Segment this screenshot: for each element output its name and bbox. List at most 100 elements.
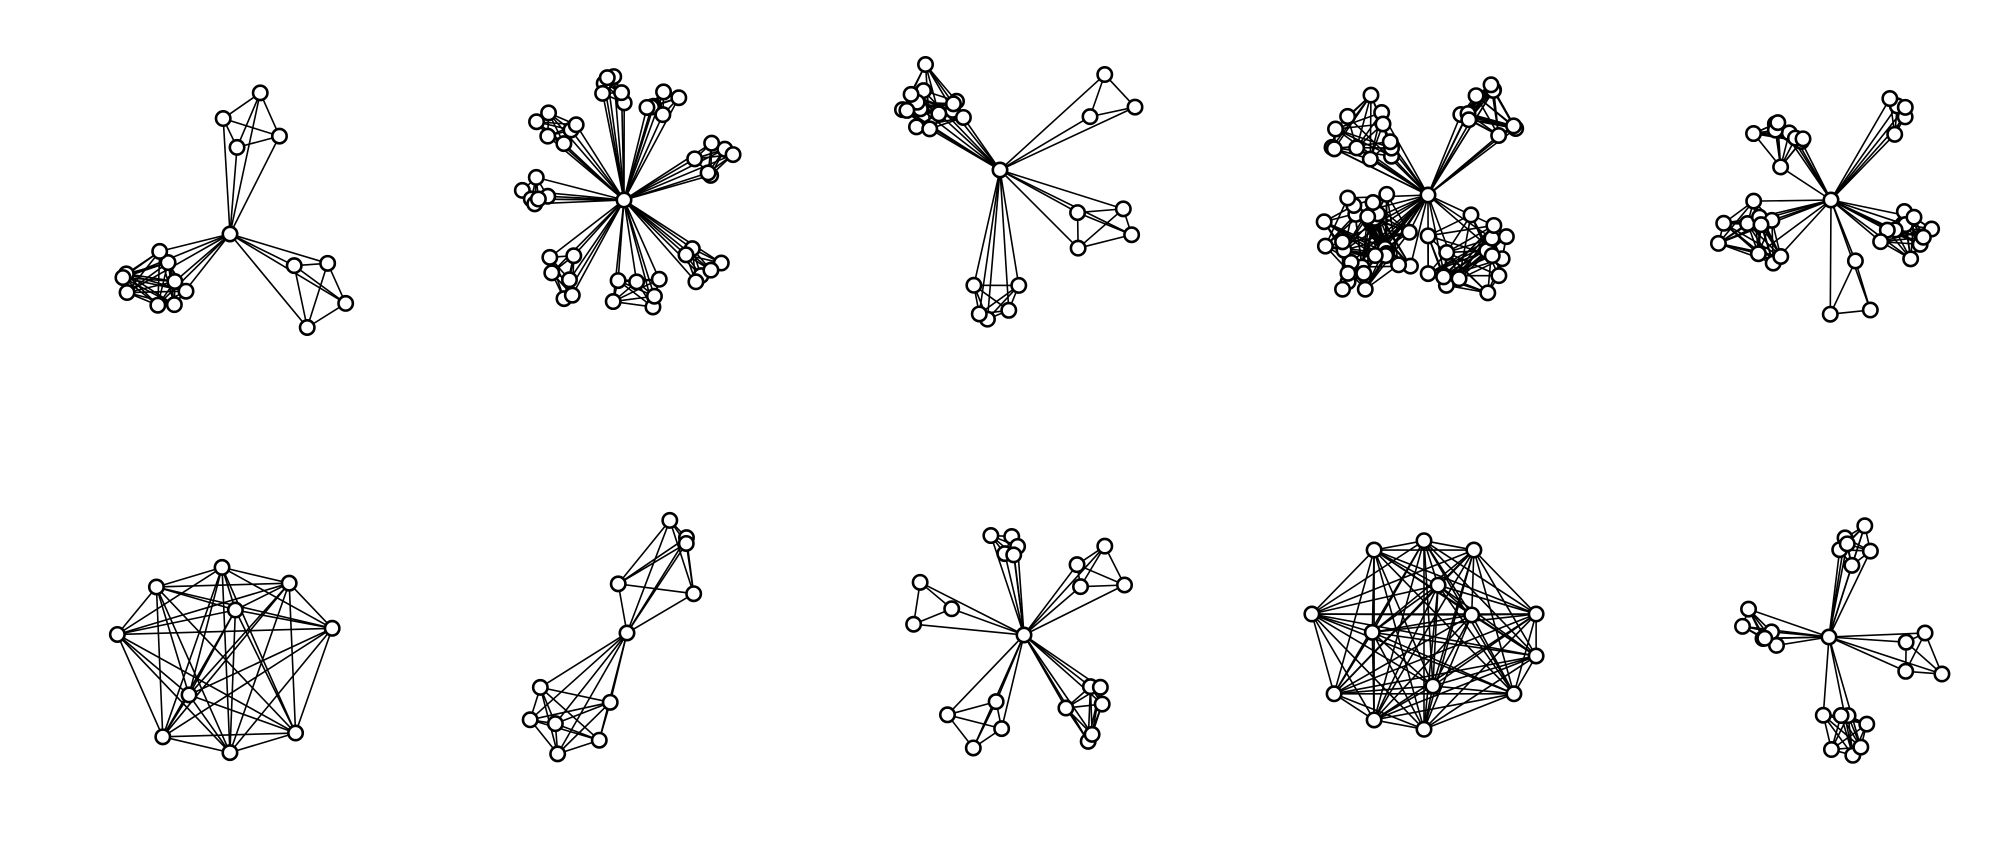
edge	[1373, 549, 1439, 586]
edge	[116, 633, 190, 696]
edge	[536, 176, 625, 201]
edge	[1369, 95, 1372, 160]
node	[1327, 120, 1345, 138]
edge	[1371, 631, 1425, 730]
edge	[1742, 625, 1830, 638]
node	[1303, 605, 1321, 623]
edge	[1369, 158, 1429, 196]
edge	[617, 537, 687, 585]
hub-node	[618, 624, 636, 642]
node	[609, 272, 627, 290]
nodes	[1709, 90, 1941, 323]
edge	[623, 199, 697, 283]
edge	[999, 169, 1132, 236]
edge	[1023, 584, 1125, 636]
edge	[570, 129, 625, 201]
node	[1814, 706, 1832, 724]
edge	[568, 199, 625, 281]
node	[1390, 256, 1408, 274]
edge	[116, 586, 158, 635]
node	[337, 294, 355, 312]
node	[1752, 216, 1770, 234]
edge	[1776, 636, 1830, 647]
node	[1772, 158, 1790, 176]
node	[1114, 200, 1132, 218]
node	[1482, 76, 1500, 94]
edge	[1717, 200, 1755, 244]
edge	[571, 199, 625, 296]
node	[1359, 208, 1377, 226]
edge	[1828, 636, 1862, 748]
edges	[116, 566, 333, 754]
edge	[1829, 260, 1857, 315]
edge	[229, 92, 262, 235]
node	[1316, 237, 1334, 255]
edge	[188, 582, 290, 696]
node	[609, 575, 627, 593]
edge	[556, 632, 628, 755]
node	[677, 246, 695, 264]
edge	[906, 109, 1001, 171]
edge	[1830, 98, 1891, 201]
node	[1905, 208, 1923, 226]
edge	[157, 233, 231, 306]
edge	[1423, 655, 1537, 730]
node	[298, 319, 316, 337]
edge	[1828, 636, 1907, 643]
nodes	[108, 558, 341, 762]
node	[654, 106, 672, 124]
edge	[229, 233, 295, 267]
edge	[117, 582, 290, 636]
edge	[1373, 613, 1537, 721]
edge	[1311, 584, 1439, 615]
node	[147, 578, 165, 596]
edge	[221, 567, 297, 734]
edge	[1829, 199, 1832, 315]
edge	[1350, 194, 1429, 263]
node	[1861, 542, 1879, 560]
edge	[623, 172, 709, 201]
edge	[623, 199, 656, 297]
edge	[1470, 550, 1475, 615]
edge	[293, 265, 347, 305]
node	[930, 105, 948, 123]
node	[724, 146, 742, 164]
nodes	[513, 68, 742, 316]
node	[529, 190, 547, 208]
node	[1069, 204, 1087, 222]
node	[1415, 720, 1433, 738]
node	[1361, 150, 1379, 168]
edges	[1311, 539, 1537, 731]
node	[166, 272, 184, 290]
node	[699, 164, 717, 182]
edge	[1409, 194, 1429, 267]
edge	[293, 265, 309, 328]
node	[594, 84, 612, 102]
node	[905, 615, 923, 633]
edge	[529, 632, 628, 721]
edge	[156, 582, 290, 588]
node	[159, 254, 177, 272]
node	[1740, 600, 1758, 618]
node	[1485, 216, 1503, 234]
node	[677, 534, 695, 552]
hub-node	[221, 225, 239, 243]
edge	[306, 263, 329, 328]
edge	[1828, 636, 1854, 756]
edge	[598, 632, 628, 741]
edge	[1830, 199, 1882, 243]
edge	[1427, 194, 1493, 239]
edge	[539, 632, 628, 689]
edge	[1427, 194, 1460, 279]
hub-node	[1822, 191, 1840, 209]
node	[114, 269, 132, 287]
edge	[235, 582, 290, 611]
graph-5	[1709, 90, 1941, 323]
edge	[1471, 614, 1515, 695]
node	[1365, 711, 1383, 729]
edge	[117, 627, 333, 636]
node	[1365, 541, 1383, 559]
edge	[554, 632, 628, 725]
edge	[229, 135, 281, 235]
